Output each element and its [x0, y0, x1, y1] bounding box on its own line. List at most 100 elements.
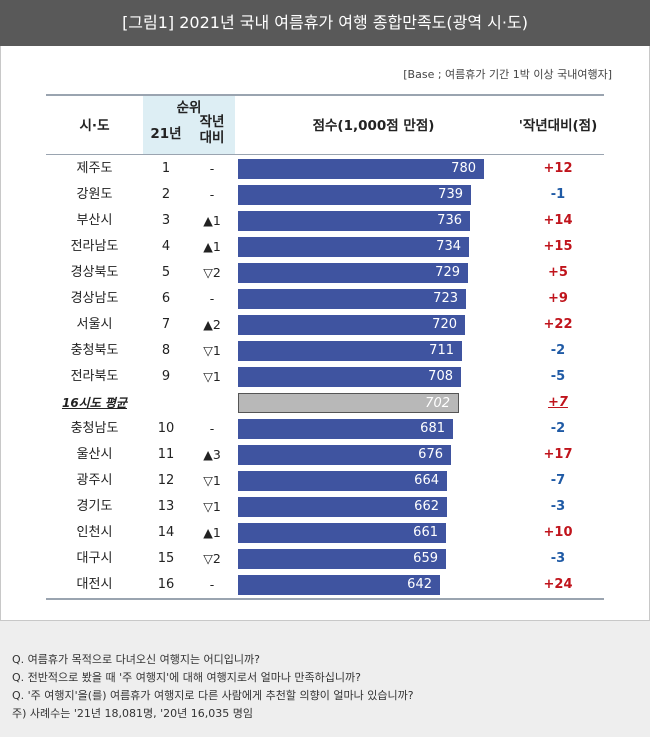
score-label: 661 — [413, 525, 438, 540]
base-note: [Base ; 여름휴가 기간 1박 이상 국내여행자] — [403, 68, 612, 81]
score-label: 681 — [420, 421, 445, 436]
region-label: 대구시 — [76, 551, 113, 566]
rank-value: 11 — [157, 447, 175, 462]
score-bar: 659 — [238, 549, 446, 569]
score-bar: 780 — [238, 159, 484, 179]
score-label: 642 — [407, 577, 432, 592]
table-row: 충청북도 8 ▽1 711 -2 — [46, 339, 604, 363]
score-label: 729 — [435, 265, 460, 280]
rank-change: ▽2 — [203, 551, 221, 566]
footnote-q2: Q. 전반적으로 봤을 때 '주 여행지'에 대해 여행지로서 얼마나 만족하십… — [12, 671, 361, 684]
score-diff: -3 — [550, 551, 566, 566]
region-label: 울산시 — [76, 447, 113, 462]
score-label: 659 — [413, 551, 438, 566]
region-label: 부산시 — [76, 213, 113, 228]
score-diff: +17 — [543, 447, 573, 462]
region-label: 서울시 — [76, 317, 113, 332]
rank-header-background — [143, 94, 235, 154]
rank-21-header: 21년 — [150, 126, 182, 142]
region-label: 경상북도 — [70, 265, 119, 280]
rank-value: 5 — [161, 265, 171, 280]
rank-change: ▽1 — [203, 499, 221, 514]
region-label: 경상남도 — [70, 291, 119, 306]
region-label: 강원도 — [76, 187, 113, 202]
score-label: 676 — [418, 447, 443, 462]
rank-change: - — [209, 577, 215, 592]
table-row: 전라남도 4 ▲1 734 +15 — [46, 235, 604, 259]
table-row: 경상북도 5 ▽2 729 +5 — [46, 261, 604, 285]
score-label: 711 — [429, 343, 454, 358]
table-row: 강원도 2 - 739 -1 — [46, 183, 604, 207]
table-row: 경상남도 6 - 723 +9 — [46, 287, 604, 311]
rank-value: 6 — [161, 291, 171, 306]
score-label: 720 — [432, 317, 457, 332]
table-row: 경기도 13 ▽1 662 -3 — [46, 495, 604, 519]
rank-change: ▲3 — [203, 447, 221, 462]
score-bar: 664 — [238, 471, 447, 491]
footnote-sample-size: 주) 사례수는 '21년 18,081명, '20년 16,035 명임 — [12, 707, 253, 720]
score-diff: +5 — [548, 265, 568, 280]
score-bar: 739 — [238, 185, 471, 205]
table-row: 광주시 12 ▽1 664 -7 — [46, 469, 604, 493]
table-bottom-rule — [46, 598, 604, 600]
score-bar: 676 — [238, 445, 451, 465]
region-label: 충청북도 — [70, 343, 119, 358]
score-bar: 662 — [238, 497, 447, 517]
rank-change-header-line1: 작년 — [199, 114, 225, 130]
region-label: 충청남도 — [70, 421, 119, 436]
score-bar: 723 — [238, 289, 466, 309]
rank-change-header-line2: 대비 — [199, 130, 225, 146]
rank-value: 14 — [157, 525, 175, 540]
rank-value: 16 — [157, 577, 175, 592]
region-label: 16시도 평균 — [61, 396, 128, 410]
score-diff: +15 — [543, 239, 573, 254]
rank-value: 3 — [161, 213, 171, 228]
score-diff: -3 — [550, 499, 566, 514]
rank-value: 1 — [161, 161, 171, 176]
score-label: 736 — [437, 213, 462, 228]
score-label: 723 — [433, 291, 458, 306]
figure-title: [그림1] 2021년 국내 여름휴가 여행 종합만족도(광역 시·도) — [0, 0, 650, 46]
table-top-rule — [46, 94, 604, 96]
score-label: 664 — [414, 473, 439, 488]
rank-change: - — [209, 291, 215, 306]
rank-change: ▽1 — [203, 343, 221, 358]
average-row: 16시도 평균 702 +7 — [46, 391, 604, 415]
rank-change: - — [209, 187, 215, 202]
score-diff: +24 — [543, 577, 573, 592]
diff-header: '작년대비(점) — [518, 118, 598, 134]
rank-change: ▽1 — [203, 473, 221, 488]
rank-change: ▲1 — [203, 239, 221, 254]
score-diff: +7 — [548, 395, 568, 410]
region-label: 인천시 — [76, 525, 113, 540]
score-diff: -5 — [550, 369, 566, 384]
region-header: 시·도 — [79, 118, 110, 134]
rank-value: 8 — [161, 343, 171, 358]
score-diff: -1 — [550, 187, 566, 202]
score-diff: -2 — [550, 343, 566, 358]
score-diff: -2 — [550, 421, 566, 436]
score-diff: +14 — [543, 213, 573, 228]
score-bar: 736 — [238, 211, 470, 231]
rank-value: 9 — [161, 369, 171, 384]
rank-change: - — [209, 421, 215, 436]
rank-change: ▲2 — [203, 317, 221, 332]
score-label: 702 — [425, 396, 450, 411]
score-diff: +22 — [543, 317, 573, 332]
average-score-bar: 702 — [238, 393, 459, 413]
region-label: 경기도 — [76, 499, 113, 514]
rank-change: ▲1 — [203, 525, 221, 540]
score-diff: +12 — [543, 161, 573, 176]
footnote-q1: Q. 여름휴가 목적으로 다녀오신 여행지는 어디입니까? — [12, 653, 260, 666]
footnote-panel: Q. 여름휴가 목적으로 다녀오신 여행지는 어디입니까? Q. 전반적으로 봤… — [0, 621, 650, 737]
header-rule — [46, 154, 604, 155]
rank-change: ▲1 — [203, 213, 221, 228]
score-label: 662 — [414, 499, 439, 514]
rank-group-header: 순위 — [176, 100, 202, 116]
rank-change: ▽1 — [203, 369, 221, 384]
table-row: 울산시 11 ▲3 676 +17 — [46, 443, 604, 467]
region-label: 대전시 — [76, 577, 113, 592]
region-label: 전라북도 — [70, 369, 119, 384]
region-label: 전라남도 — [70, 239, 119, 254]
table-row: 제주도 1 - 780 +12 — [46, 157, 604, 181]
